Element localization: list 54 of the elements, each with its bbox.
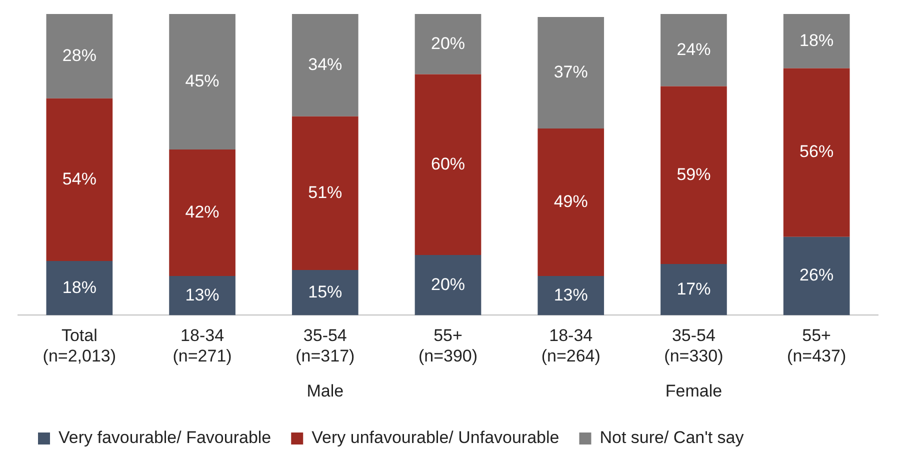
data-label: 54% [62, 169, 96, 188]
bar [660, 264, 727, 316]
data-label: 59% [676, 164, 711, 184]
legend-label: Not sure/ Can't say [600, 428, 744, 448]
bar [414, 254, 482, 316]
x-tick-label: 18-34 (n=271) [172, 326, 232, 366]
bar [46, 14, 113, 98]
data-label: 51% [308, 182, 342, 202]
data-label: 49% [554, 192, 588, 211]
bar [414, 74, 482, 255]
data-label: 13% [554, 285, 588, 304]
data-label: 18% [62, 278, 96, 297]
data-label: 37% [554, 62, 588, 82]
bar [169, 150, 236, 276]
bar [538, 128, 604, 276]
x-tick-label: 55+ (n=437) [787, 326, 846, 366]
bar [414, 14, 482, 74]
bar [660, 14, 727, 86]
x-tick-label: 35-54 (n=330) [664, 326, 724, 366]
legend-label: Very unfavourable/ Unfavourable [312, 428, 560, 448]
bar [169, 276, 236, 316]
data-label: 28% [62, 46, 96, 65]
x-tick-label: Total (n=2,013) [42, 326, 116, 366]
data-label: 24% [676, 40, 711, 59]
bar [292, 14, 358, 116]
data-label: 56% [800, 142, 834, 162]
bar [292, 116, 358, 270]
x-tick-label: 35-54 (n=317) [296, 326, 355, 366]
data-label: 15% [308, 282, 342, 302]
bar [46, 98, 113, 261]
data-label: 34% [308, 54, 342, 74]
bar [292, 270, 358, 316]
data-label: 20% [430, 34, 466, 53]
data-label: 13% [185, 285, 220, 304]
bar [169, 14, 236, 150]
x-tick-label: 18-34 (n=264) [541, 326, 600, 366]
bar [660, 86, 727, 264]
data-label: 60% [430, 154, 466, 174]
bar [783, 236, 850, 316]
text: Female [665, 382, 722, 401]
data-label: 26% [800, 266, 834, 285]
bar [538, 276, 604, 316]
bar [783, 14, 850, 68]
legend-label: Very favourable/ Favourable [58, 428, 272, 448]
bar [46, 260, 113, 316]
data-label: 20% [430, 274, 466, 294]
data-label: 18% [800, 30, 834, 50]
data-label: 45% [185, 71, 220, 90]
x-tick-label: 55+ (n=390) [418, 326, 478, 366]
data-label: 42% [185, 202, 220, 222]
data-label: 17% [676, 279, 711, 298]
text: Male [306, 382, 344, 401]
bar [783, 68, 850, 237]
bar [538, 17, 604, 128]
